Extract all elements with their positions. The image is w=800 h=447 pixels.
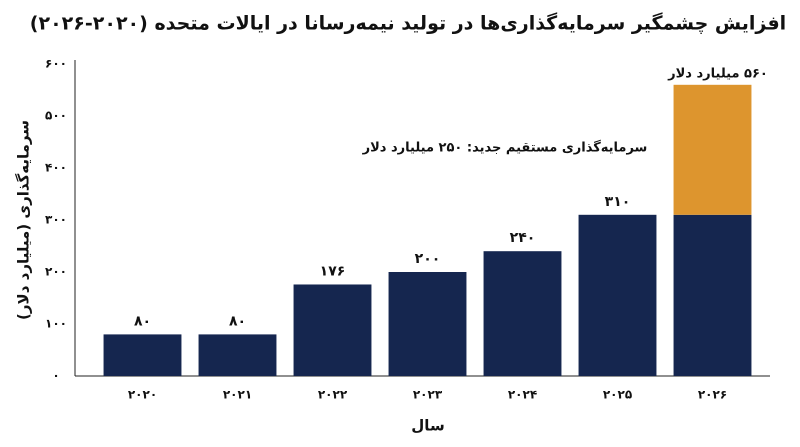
bar xyxy=(388,272,467,376)
bar xyxy=(103,334,182,376)
bar xyxy=(483,251,562,376)
total-annotation: ۵۶۰ میلیارد دلار xyxy=(667,67,768,82)
bar xyxy=(673,84,752,215)
value-label: ۲۴۰ xyxy=(510,230,536,246)
x-tick-label: ۲۰۲۳ xyxy=(413,388,443,402)
value-label: ۸۰ xyxy=(229,313,246,329)
x-tick-label: ۲۰۲۶ xyxy=(698,388,727,402)
y-axis-label: سرمایه‌گذاری (میلیارد دلار) xyxy=(15,120,33,320)
bar xyxy=(578,214,657,376)
value-label: ۲۰۰ xyxy=(415,251,441,267)
x-tick-label: ۲۰۲۵ xyxy=(603,388,632,402)
y-tick-label: ۱۰۰ xyxy=(45,317,67,331)
x-tick-label: ۲۰۲۲ xyxy=(318,388,348,402)
segment-annotation: سرمایه‌گذاری مستقیم جدید: ۲۵۰ میلیارد دل… xyxy=(362,140,648,156)
bar xyxy=(198,334,277,376)
x-tick-label: ۲۰۲۰ xyxy=(128,388,157,402)
bar xyxy=(293,284,372,376)
x-axis-label: سال xyxy=(411,417,444,435)
y-tick-label: ۵۰۰ xyxy=(45,109,67,123)
y-tick-label: ۰ xyxy=(52,369,59,383)
value-label: ۳۱۰ xyxy=(605,194,631,210)
x-tick-label: ۲۰۲۴ xyxy=(508,388,537,402)
chart-title: افزایش چشمگیر سرمایه‌گذاری‌ها در تولید ن… xyxy=(30,12,786,35)
value-label: ۸۰ xyxy=(134,313,151,329)
value-label: ۱۷۶ xyxy=(320,263,346,279)
y-tick-label: ۲۰۰ xyxy=(45,265,67,279)
bar xyxy=(673,214,752,376)
y-tick-label: ۶۰۰ xyxy=(45,57,67,71)
y-tick-label: ۴۰۰ xyxy=(45,161,67,175)
x-tick-label: ۲۰۲۱ xyxy=(223,388,252,402)
y-tick-label: ۳۰۰ xyxy=(45,213,67,227)
